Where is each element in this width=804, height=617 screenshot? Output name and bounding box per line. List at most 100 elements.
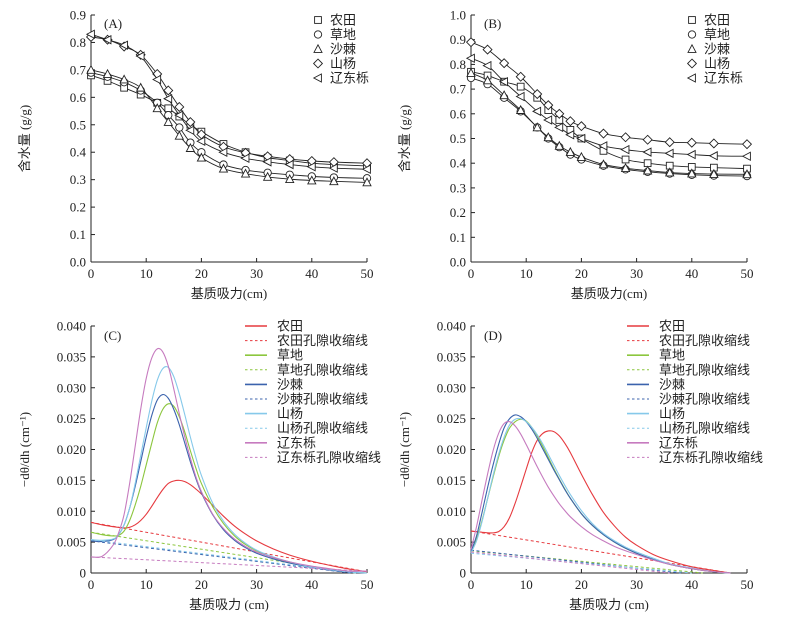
y-tick-label: 0.1 <box>450 230 466 245</box>
data-point <box>218 163 229 173</box>
legend-marker-icon <box>312 73 322 83</box>
x-tick-label: 50 <box>361 266 374 281</box>
y-tick-label: 0.005 <box>57 535 86 550</box>
legend-marker-icon <box>686 73 696 83</box>
data-point <box>516 82 525 91</box>
data-point <box>102 34 112 45</box>
pore-shrink-line <box>90 556 368 572</box>
series-4 <box>470 414 731 574</box>
legend-item: 农田孔隙收缩线 <box>627 333 750 348</box>
data-point <box>262 157 272 167</box>
data-point <box>565 116 576 127</box>
y-tick-label: 0.8 <box>450 57 466 72</box>
data-point <box>709 168 719 178</box>
data-point <box>532 106 542 117</box>
legend-item: 辽东栎 <box>627 435 698 450</box>
legend-item: 山杨 <box>686 56 730 71</box>
data-point <box>185 142 196 152</box>
curve-line <box>470 430 731 574</box>
data-point <box>362 177 372 187</box>
data-point <box>482 44 493 55</box>
y-tick-label: 0.9 <box>70 8 86 23</box>
data-point <box>515 71 526 82</box>
legend-marker-icon <box>686 58 698 69</box>
y-tick-label: 0.025 <box>57 411 86 426</box>
series-line <box>90 36 368 164</box>
legend-label: 农田 <box>330 13 356 28</box>
series-3 <box>90 531 357 574</box>
data-point <box>598 128 609 139</box>
legend-label: 山杨 <box>704 56 730 71</box>
series-2 <box>86 64 372 187</box>
panel-label: (D) <box>484 328 502 343</box>
legend-marker-icon <box>687 43 697 53</box>
legend-item: 山杨 <box>627 406 685 421</box>
data-point <box>328 163 338 173</box>
legend: 农田农田孔隙收缩线草地草地孔隙收缩线沙棘沙棘孔隙收缩线山杨山杨孔隙收缩线辽东栎辽… <box>245 319 381 465</box>
pore-shrink-line <box>470 549 681 574</box>
data-point <box>554 108 565 119</box>
data-point <box>262 171 273 181</box>
x-tick-label: 10 <box>140 266 153 281</box>
legend-item: 草地 <box>687 27 730 42</box>
series-3 <box>85 31 373 169</box>
data-point <box>284 173 295 183</box>
legend-item: 山杨 <box>312 56 356 71</box>
curve-line <box>90 347 368 572</box>
x-tick-label: 40 <box>305 266 318 281</box>
y-tick-label: 0 <box>460 566 467 581</box>
series-line <box>470 57 748 157</box>
legend-label: 农田 <box>659 319 685 334</box>
y-tick-label: 0.030 <box>437 380 466 395</box>
data-point <box>621 155 630 164</box>
legend-item: 沙棘 <box>627 377 685 392</box>
series-7 <box>470 552 692 574</box>
x-tick-label: 10 <box>520 266 533 281</box>
data-point <box>515 104 526 114</box>
data-point <box>119 74 129 84</box>
pore-shrink-line <box>90 539 357 574</box>
x-axis-title: 基质吸力(cm) <box>191 286 268 301</box>
data-point <box>543 115 553 125</box>
y-tick-label: 0.0 <box>450 255 466 270</box>
data-point <box>102 68 113 78</box>
legend-label: 辽东栎 <box>330 71 369 86</box>
y-tick-label: 0.1 <box>70 227 86 242</box>
legend-label: 农田孔隙收缩线 <box>659 333 750 348</box>
legend-item: 草地 <box>313 27 356 42</box>
data-point <box>185 116 196 128</box>
legend-marker-icon <box>313 30 323 39</box>
legend-item: 辽东栎孔隙收缩线 <box>245 450 381 465</box>
data-point <box>532 89 543 100</box>
x-tick-label: 50 <box>741 577 754 592</box>
data-point <box>218 147 228 157</box>
y-tick-label: 0.5 <box>70 117 86 132</box>
data-point <box>465 37 477 48</box>
y-tick-label: 0.8 <box>70 35 86 50</box>
data-point <box>174 130 185 140</box>
x-axis-title: 基质吸力(cm) <box>571 286 648 301</box>
series-7 <box>90 539 357 574</box>
y-tick-label: 0.6 <box>450 106 467 121</box>
legend-item: 辽东栎 <box>245 435 316 450</box>
pore-shrink-line <box>90 521 368 573</box>
y-tick-label: 0.2 <box>70 200 86 215</box>
legend-label: 农田 <box>704 13 730 28</box>
legend-label: 山杨孔隙收缩线 <box>659 421 750 436</box>
y-axis-title: 含水量 (g/g) <box>17 105 32 173</box>
legend-item: 山杨孔隙收缩线 <box>627 421 750 436</box>
series-line <box>470 71 748 170</box>
legend-item: 辽东栎 <box>312 71 369 86</box>
x-tick-label: 50 <box>361 577 374 592</box>
data-point <box>174 101 185 112</box>
y-tick-label: 0.025 <box>437 411 466 426</box>
data-point <box>642 165 653 175</box>
x-tick-label: 30 <box>250 266 263 281</box>
series-9 <box>470 551 670 574</box>
data-point <box>466 67 476 77</box>
legend-item: 山杨 <box>245 406 303 421</box>
series-0 <box>470 430 731 574</box>
series-1 <box>90 521 368 573</box>
legend-item: 沙棘孔隙收缩线 <box>245 392 368 407</box>
